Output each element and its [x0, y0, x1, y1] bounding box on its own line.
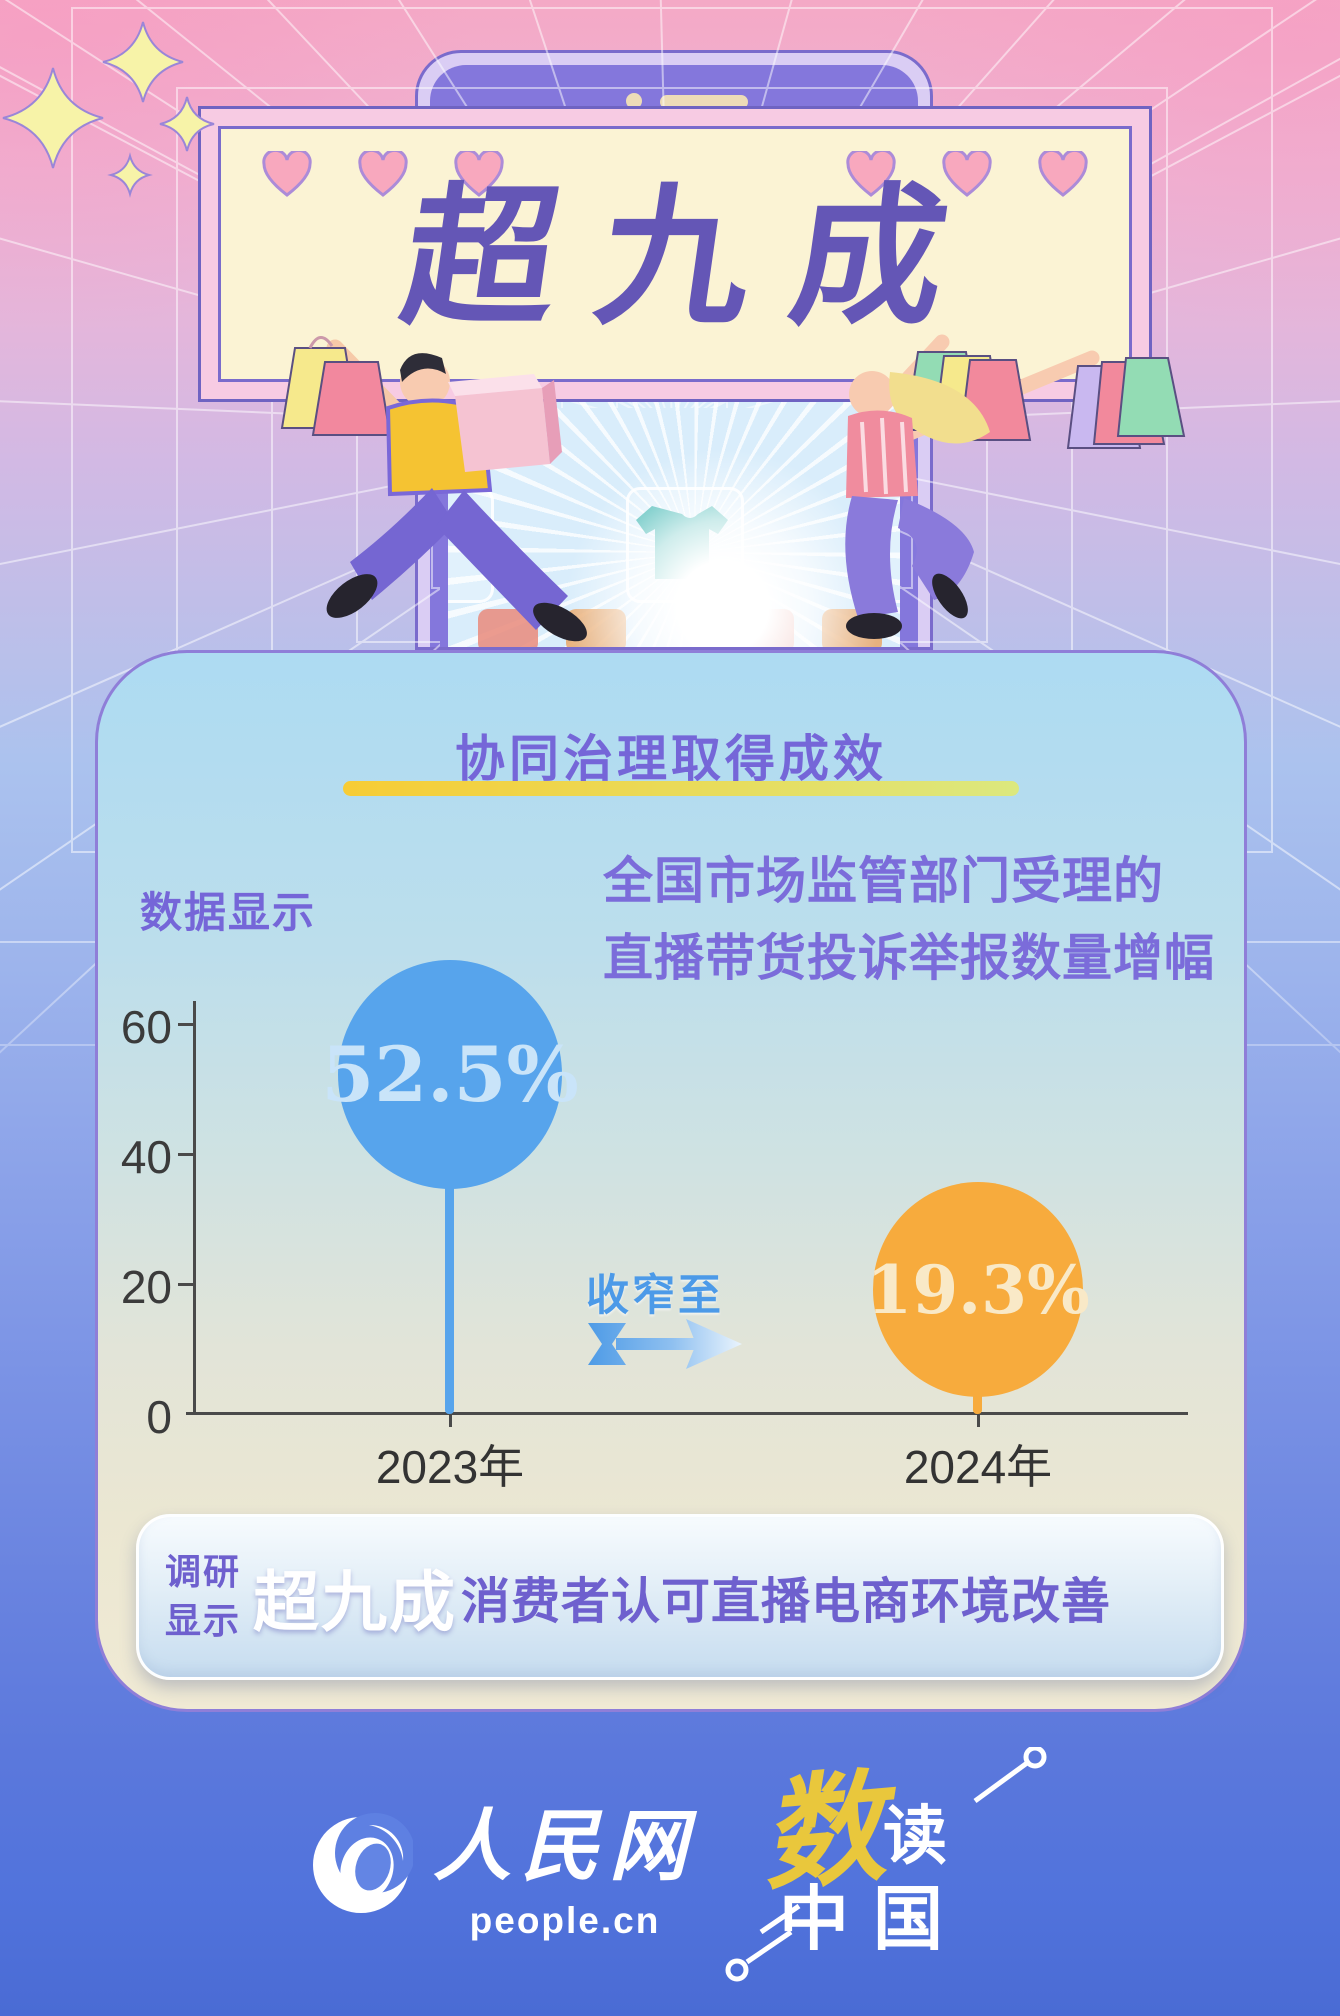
value-label-2024: 19.3% [866, 1250, 1090, 1329]
narrowed-to-label: 收窄至 [586, 1272, 724, 1320]
survey-label: 调研 显示 [165, 1548, 241, 1645]
shudu-zhongguo-logo: 数 读 中国 [725, 1745, 1047, 1982]
brand-text: 人民网 people.cn [433, 1784, 697, 1942]
y-tick-label: 20 [120, 1261, 172, 1313]
y-tick [178, 1023, 193, 1026]
pin-line-icon [973, 1747, 1047, 1804]
x-category-label: 2023年 [375, 1441, 525, 1493]
data-label: 数据显示 [140, 889, 317, 936]
chart-description: 全国市场监管部门受理的 直播带货投诉举报数量增幅 [603, 843, 1215, 997]
survey-label-line2: 显示 [165, 1600, 242, 1641]
y-axis [193, 1001, 196, 1415]
cart-tile [478, 609, 538, 647]
survey-label-line1: 调研 [165, 1551, 242, 1593]
y-tick [178, 1153, 193, 1156]
y-tick-label: 60 [120, 1001, 172, 1053]
people-cn-logo-icon [312, 1812, 413, 1913]
value-label-2023: 52.5% [321, 1030, 579, 1119]
product-tile [448, 487, 494, 603]
y-tick-label: 40 [120, 1131, 172, 1183]
headline-banner: 超九成 [198, 106, 1152, 402]
pin-line-icon [725, 1903, 801, 1982]
series-char-du: 读 [883, 1801, 947, 1872]
survey-banner: 调研 显示 超九成 消费者认可直播电商环境改善 [136, 1514, 1224, 1680]
balloon-2024: 19.3% [866, 1182, 1090, 1397]
lollipop-stick-2023 [445, 1074, 454, 1414]
x-category-label: 2024年 [903, 1441, 1053, 1493]
survey-text: 消费者认可直播电商环境改善 [461, 1574, 1112, 1629]
brand-name-en: people.cn [469, 1899, 661, 1941]
chart-description-line1: 全国市场监管部门受理的 [603, 853, 1164, 909]
x-axis [186, 1412, 1188, 1415]
chart-description-line2: 直播带货投诉举报数量增幅 [603, 930, 1215, 986]
light-flash [543, 427, 900, 647]
title-underline [343, 781, 1019, 796]
headline-banner-inner: 超九成 [218, 126, 1132, 382]
survey-highlight: 超九成 [253, 1565, 458, 1639]
people-cn-brand: 人民网 people.cn [309, 1784, 697, 1942]
headline-title: 超九成 [393, 173, 999, 343]
balloon-2023: 52.5% [321, 960, 579, 1189]
right-arrow-icon [588, 1319, 742, 1369]
brand-name-cn: 人民网 [432, 1801, 697, 1890]
y-tick-label: 0 [146, 1391, 172, 1443]
series-chars-zhongguo: 中国 [779, 1882, 967, 1959]
footer: 人民网 people.cn 数 读 中国 [0, 1745, 1340, 1982]
stats-card: 协同治理取得成效 数据显示 全国市场监管部门受理的 直播带货投诉举报数量增幅 6… [95, 650, 1247, 1712]
x-tick [449, 1415, 452, 1427]
y-tick [178, 1283, 193, 1286]
x-tick [977, 1415, 980, 1427]
